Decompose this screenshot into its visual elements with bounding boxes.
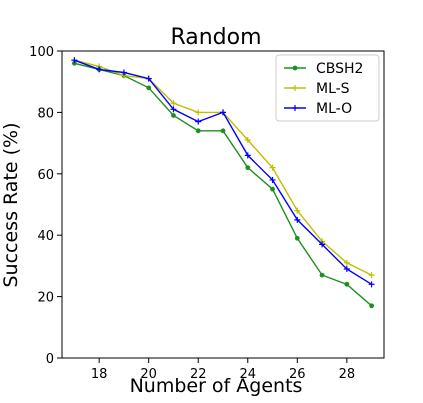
data-point-ml-s: [195, 109, 202, 116]
legend-item-ml-s: ML-S: [284, 81, 350, 97]
legend-label: ML-S: [316, 81, 350, 97]
data-point-ml-o: [145, 75, 152, 82]
y-tick-label: 80: [37, 106, 54, 121]
data-point-cbsh2: [319, 272, 325, 278]
data-point-ml-o: [120, 69, 127, 76]
data-point-cbsh2: [294, 235, 300, 241]
data-point-ml-o: [220, 109, 226, 116]
data-point-ml-s: [343, 259, 350, 266]
x-tick-label: 24: [239, 367, 256, 382]
data-point-cbsh2: [220, 128, 226, 134]
x-tick-label: 26: [289, 367, 306, 382]
legend-marker: [292, 85, 298, 91]
data-point-ml-o: [294, 216, 301, 223]
data-point-cbsh2: [171, 113, 176, 118]
legend-box: [275, 54, 380, 122]
data-point-ml-o: [269, 176, 276, 183]
data-point-ml-s: [368, 272, 375, 279]
data-point-ml-s: [294, 207, 301, 214]
legend-item-cbsh2: CBSH2: [284, 61, 363, 77]
x-tick-label: 22: [190, 367, 207, 382]
data-point-ml-o: [170, 106, 177, 113]
data-point-cbsh2: [195, 128, 201, 134]
data-point-cbsh2: [245, 165, 251, 171]
y-tick-label: 100: [29, 45, 54, 60]
data-point-ml-o: [343, 265, 350, 272]
legend: CBSH2 ML-S ML-O: [275, 54, 380, 122]
data-point-cbsh2: [369, 303, 375, 309]
x-axis-title: Number of Agents: [130, 375, 303, 397]
legend-marker: [292, 65, 298, 71]
data-point-cbsh2: [71, 60, 77, 66]
x-tick-label: 28: [339, 367, 356, 382]
legend-label: ML-O: [316, 101, 352, 117]
data-point-ml-o: [71, 57, 78, 64]
data-point-cbsh2: [146, 85, 152, 91]
data-point-cbsh2: [270, 186, 275, 192]
y-tick-label: 0: [46, 352, 54, 367]
data-point-ml-o: [195, 118, 202, 125]
data-point-ml-o: [319, 241, 326, 248]
data-point-ml-s: [170, 100, 177, 107]
data-point-ml-o: [96, 66, 103, 73]
y-tick-label: 20: [37, 291, 54, 306]
y-axis-title: Success Rate (%): [0, 122, 22, 287]
y-tick-label: 40: [37, 229, 54, 244]
series-ml-o: [71, 57, 375, 288]
data-point-ml-s: [269, 164, 276, 171]
y-tick-label: 60: [37, 168, 54, 183]
legend-label: CBSH2: [316, 61, 363, 77]
legend-marker: [292, 105, 298, 111]
data-point-cbsh2: [344, 281, 350, 287]
legend-item-ml-o: ML-O: [284, 101, 352, 117]
chart-title: Random: [170, 25, 261, 50]
data-point-ml-o: [368, 281, 375, 288]
x-tick-label: 20: [140, 367, 157, 382]
plot-frame: [61, 50, 385, 359]
plot-area: 18 20 22 24 26 28 0 20 40 60 80 100: [29, 45, 385, 382]
data-point-ml-s: [244, 137, 251, 144]
x-tick-label: 18: [91, 367, 108, 382]
data-point-ml-o: [244, 152, 251, 159]
